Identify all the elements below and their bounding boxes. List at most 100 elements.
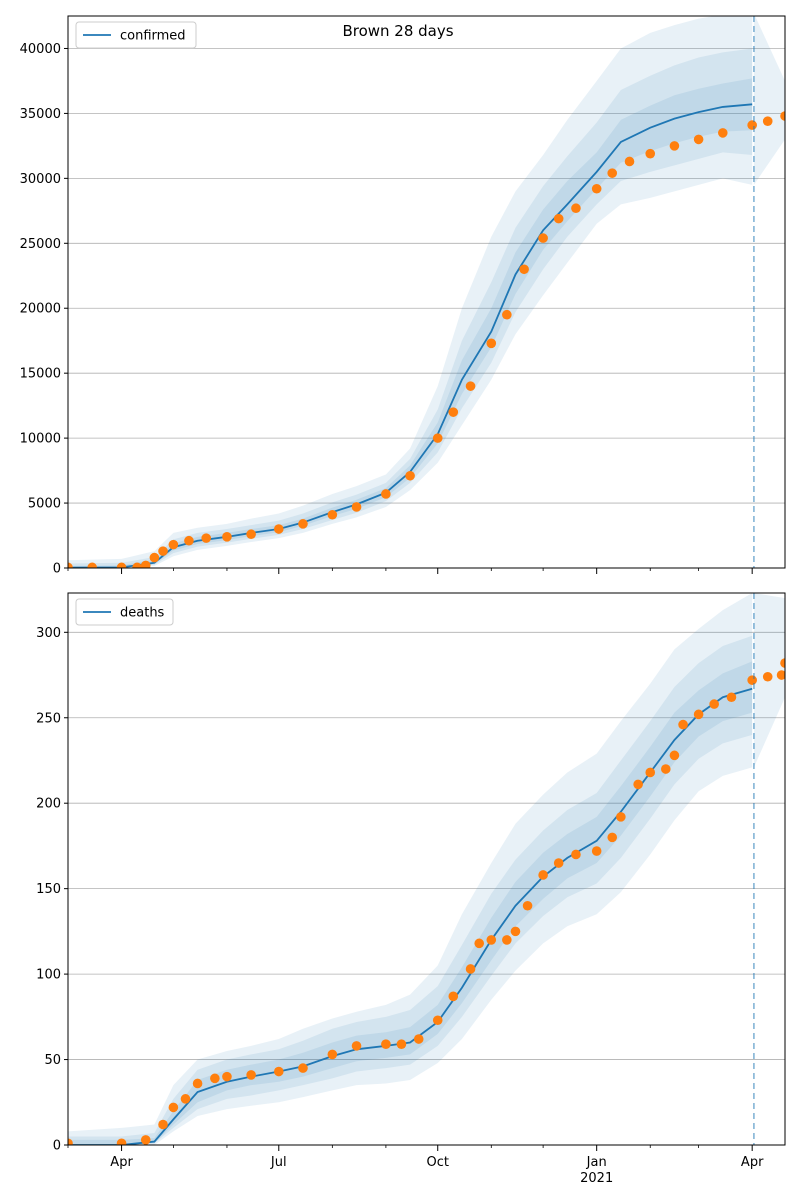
plot-area xyxy=(68,16,785,568)
observed-point xyxy=(616,812,626,822)
legend: deaths xyxy=(75,598,174,626)
y-tick-label: 15000 xyxy=(20,367,61,382)
observed-point xyxy=(68,562,73,568)
observed-point xyxy=(140,1135,151,1145)
observed-point xyxy=(158,1119,168,1130)
observed-point xyxy=(381,489,391,499)
observed-point xyxy=(726,692,737,703)
observed-point xyxy=(432,1015,443,1026)
observed-point xyxy=(502,309,512,320)
observed-point xyxy=(747,120,757,130)
observed-point xyxy=(413,1034,424,1044)
observed-point xyxy=(669,750,680,761)
observed-point xyxy=(140,560,151,568)
observed-point xyxy=(762,671,773,682)
observed-point xyxy=(432,433,443,443)
observed-point xyxy=(327,509,338,520)
observed-point xyxy=(553,858,564,868)
observed-point xyxy=(502,935,512,945)
observed-point xyxy=(645,148,656,159)
observed-point xyxy=(222,532,232,542)
legend-label: confirmed xyxy=(120,29,186,44)
observed-point xyxy=(210,1073,220,1084)
y-tick-label: 0 xyxy=(53,562,61,577)
y-tick-label: 150 xyxy=(36,882,61,897)
uncertainty-band-outer xyxy=(68,593,753,1145)
observed-point xyxy=(510,926,521,937)
observed-point xyxy=(660,764,671,774)
forecast-band xyxy=(753,16,785,185)
legend-box xyxy=(75,21,197,49)
legend: confirmed xyxy=(75,21,197,49)
observed-point xyxy=(396,1039,407,1049)
y-tick-label: 0 xyxy=(53,1139,61,1154)
y-tick-label: 100 xyxy=(36,968,61,983)
uncertainty-band-middle xyxy=(68,48,753,568)
y-tick-label: 50 xyxy=(44,1053,61,1068)
observed-point xyxy=(168,539,179,550)
observed-point xyxy=(158,546,168,556)
observed-point xyxy=(201,533,212,543)
y-tick-label: 10000 xyxy=(20,432,61,447)
axes-frame xyxy=(67,15,786,569)
x-tick-label: Jul xyxy=(270,1155,287,1170)
observed-point xyxy=(327,1049,338,1060)
legend-box xyxy=(75,598,174,626)
observed-point xyxy=(180,1094,191,1104)
observed-point xyxy=(222,1071,232,1082)
observed-point xyxy=(246,529,256,540)
confirmed-chart: 0 5000 10000 15000 20000 25000 30000 35000 40000… xyxy=(20,15,786,577)
y-tick-label: 35000 xyxy=(20,107,61,122)
x-tick-label: Oct xyxy=(426,1155,448,1170)
observed-point xyxy=(624,156,635,167)
x-tick-sublabel: 2021 xyxy=(580,1171,613,1186)
y-tick-label: 30000 xyxy=(20,172,61,187)
observed-point xyxy=(351,502,362,512)
uncertainty-band-inner xyxy=(68,78,753,568)
y-tick-label: 250 xyxy=(36,711,61,726)
observed-point xyxy=(298,519,308,529)
observed-point xyxy=(633,779,643,790)
y-tick-label: 200 xyxy=(36,797,61,812)
observed-point xyxy=(273,524,284,534)
observed-point xyxy=(486,935,497,945)
y-tick-label: 25000 xyxy=(20,237,61,252)
observed-point xyxy=(607,832,618,843)
observed-point xyxy=(553,213,564,224)
observed-point xyxy=(116,562,127,568)
observed-point xyxy=(298,1063,308,1073)
observed-point xyxy=(246,1070,256,1080)
observed-point xyxy=(718,128,728,138)
y-tick-label: 20000 xyxy=(20,302,61,317)
observed-point xyxy=(474,938,484,949)
model-median-line xyxy=(68,687,753,1145)
uncertainty-band-inner xyxy=(68,661,753,1145)
observed-point xyxy=(273,1066,284,1077)
observed-point xyxy=(522,900,533,911)
uncertainty-band-outer xyxy=(68,16,753,568)
observed-point xyxy=(132,562,142,568)
observed-point xyxy=(538,233,548,243)
plot-area xyxy=(68,593,785,1145)
legend-label: deaths xyxy=(120,606,165,621)
observed-point xyxy=(465,964,476,974)
x-tick-label: Jan xyxy=(586,1155,607,1170)
observed-point xyxy=(381,1039,391,1049)
y-tick-label: 40000 xyxy=(20,42,61,57)
observed-point xyxy=(780,658,785,668)
observed-point xyxy=(762,116,773,127)
observed-point xyxy=(168,1102,179,1113)
observed-point xyxy=(184,535,194,546)
observed-point xyxy=(776,670,785,680)
observed-point xyxy=(405,470,415,481)
observed-point xyxy=(709,699,719,709)
observed-point xyxy=(693,134,704,145)
observed-point xyxy=(448,991,459,1002)
observed-point xyxy=(519,264,529,275)
x-tick-label: Apr xyxy=(741,1155,764,1170)
x-tick-label: Apr xyxy=(110,1155,133,1170)
axes-frame xyxy=(67,592,786,1146)
observed-point xyxy=(678,719,688,730)
observed-point xyxy=(693,709,704,720)
